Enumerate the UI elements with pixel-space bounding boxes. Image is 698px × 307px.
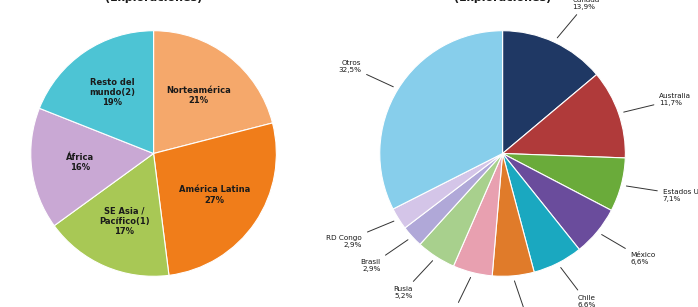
Title: 2014: Inversión Minera por Región
(Exploraciones): 2014: Inversión Minera por Región (Explo… [45, 0, 262, 3]
Text: Chile
6,6%: Chile 6,6% [560, 267, 595, 307]
Wedge shape [405, 154, 503, 244]
Text: Estados Unidos
7,1%: Estados Unidos 7,1% [626, 186, 698, 202]
Title: 2014: Inversión Minera por País
(Exploraciones): 2014: Inversión Minera por País (Explora… [403, 0, 602, 3]
Text: América Latina
27%: América Latina 27% [179, 185, 250, 204]
Wedge shape [31, 108, 154, 226]
Wedge shape [154, 123, 276, 275]
Wedge shape [503, 75, 625, 158]
Wedge shape [454, 154, 503, 276]
Text: Brasil
2,9%: Brasil 2,9% [360, 240, 408, 272]
Text: Norteamérica
21%: Norteamérica 21% [166, 86, 231, 105]
Wedge shape [503, 31, 597, 154]
Wedge shape [503, 154, 611, 249]
Wedge shape [503, 154, 625, 210]
Text: México
6,6%: México 6,6% [602, 235, 656, 265]
Text: África
16%: África 16% [66, 153, 94, 173]
Wedge shape [420, 154, 503, 266]
Wedge shape [54, 154, 169, 276]
Wedge shape [393, 154, 503, 228]
Text: SE Asia /
Pacífico(1)
17%: SE Asia / Pacífico(1) 17% [99, 206, 149, 236]
Wedge shape [154, 31, 272, 154]
Text: Rusia
5,2%: Rusia 5,2% [393, 261, 433, 299]
Text: Resto del
mundo(2)
19%: Resto del mundo(2) 19% [89, 78, 135, 107]
Text: China
5,5%: China 5,5% [514, 281, 537, 307]
Text: Perú
5,2%: Perú 5,2% [443, 278, 470, 307]
Text: Australia
11,7%: Australia 11,7% [624, 93, 691, 112]
Text: RD Congo
2,9%: RD Congo 2,9% [327, 221, 394, 248]
Text: Canadá
13,9%: Canadá 13,9% [557, 0, 600, 38]
Wedge shape [39, 31, 154, 154]
Wedge shape [380, 31, 503, 209]
Wedge shape [492, 154, 534, 276]
Text: Otros
32,5%: Otros 32,5% [339, 60, 393, 87]
Wedge shape [503, 154, 579, 272]
